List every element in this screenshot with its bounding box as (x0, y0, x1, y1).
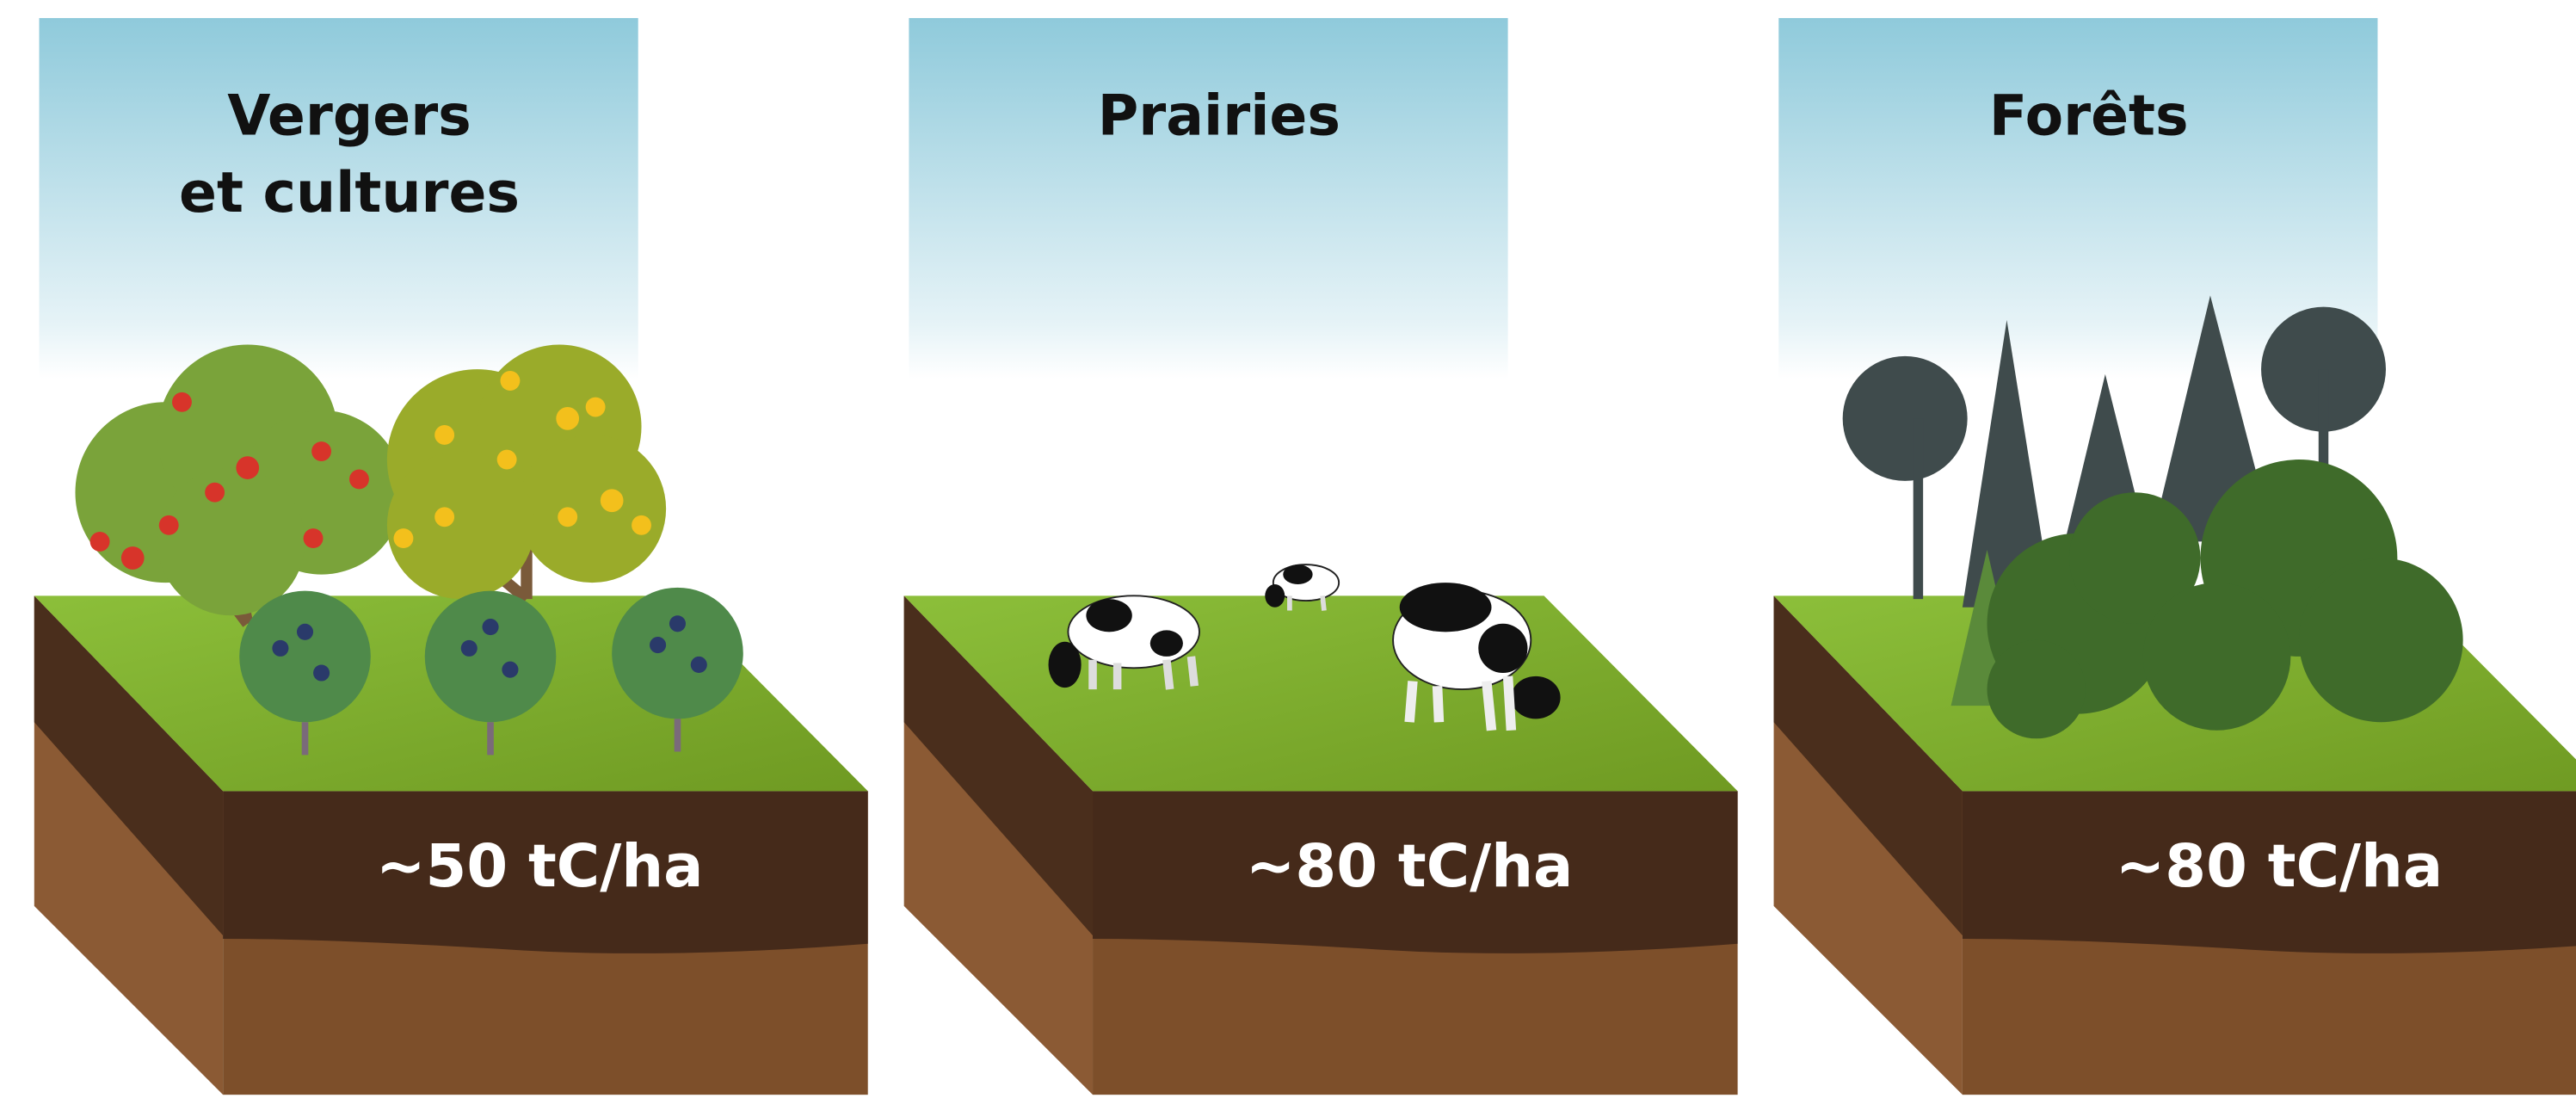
soil-front-top (223, 791, 868, 953)
soil-front-top (1962, 791, 2576, 953)
carbon-stock: ~80 tC/ha (1246, 832, 1573, 901)
sky (909, 17, 1508, 379)
panel-title: Prairies (1098, 83, 1340, 148)
sky (1778, 17, 2378, 379)
cows-illustration (1048, 564, 1561, 731)
panel-title: et cultures (179, 161, 520, 225)
carbon-stock: ~50 tC/ha (376, 832, 703, 901)
panel-title: Forêts (1989, 83, 2189, 148)
soil-left-top (34, 595, 224, 936)
carbon-stock: ~80 tC/ha (2116, 832, 2443, 901)
soil-left-top (1773, 595, 1963, 936)
orchard-illustration (75, 344, 743, 756)
soil-front-top (1093, 791, 1738, 953)
panel: Prairies ~80 tC/ha (903, 17, 1738, 1095)
panel-title: Vergers (227, 83, 471, 148)
sky (39, 17, 638, 379)
forest-illustration (1842, 295, 2463, 739)
soil-left-top (903, 595, 1094, 936)
